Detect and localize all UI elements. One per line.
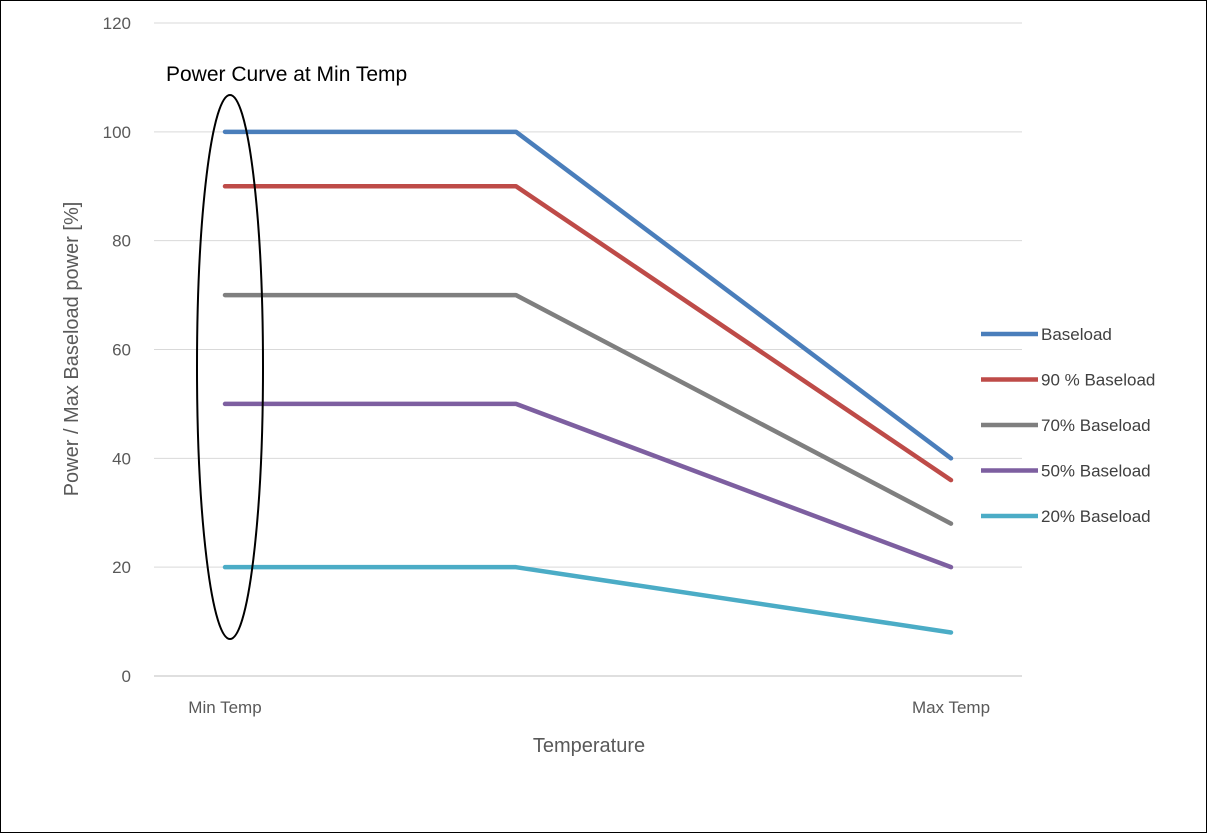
legend-label: 90 % Baseload [1041, 371, 1155, 390]
y-axis-title: Power / Max Baseload power [%] [61, 202, 83, 497]
y-tick-labels: 0 20 40 60 80 100 120 [103, 14, 131, 686]
series-line-5 [222, 564, 954, 635]
legend-label: 70% Baseload [1041, 416, 1151, 435]
x-tick-labels: Min Temp Max Temp [188, 698, 990, 717]
x-axis-title: Temperature [533, 735, 645, 757]
annotation: Power Curve at Min Temp [166, 63, 407, 640]
y-tick-label: 60 [112, 341, 131, 360]
legend-item: 70% Baseload [981, 416, 1151, 435]
legend-item: 20% Baseload [981, 507, 1151, 526]
annotation-text: Power Curve at Min Temp [166, 63, 407, 86]
x-tick-label: Min Temp [188, 698, 261, 717]
legend-item: 90 % Baseload [981, 371, 1155, 390]
legend-label: Baseload [1041, 325, 1112, 344]
y-tick-label: 120 [103, 14, 131, 33]
legend-label: 20% Baseload [1041, 507, 1151, 526]
annotation-ellipse [196, 94, 264, 640]
y-tick-label: 0 [122, 667, 131, 686]
x-tick-label: Max Temp [912, 698, 990, 717]
y-tick-label: 80 [112, 232, 131, 251]
legend-item: Baseload [981, 325, 1112, 344]
series-line-4 [222, 401, 954, 570]
y-tick-label: 20 [112, 558, 131, 577]
legend-label: 50% Baseload [1041, 462, 1151, 481]
legend-item: 50% Baseload [981, 462, 1151, 481]
series-line-2 [222, 184, 954, 483]
series-line-1 [222, 129, 954, 461]
legend: Baseload 90 % Baseload 70% Baseload 50% Bas… [981, 325, 1155, 526]
y-tick-label: 100 [103, 123, 131, 142]
y-tick-label: 40 [112, 449, 131, 468]
series-line-3 [222, 292, 954, 526]
series-lines [222, 129, 954, 635]
